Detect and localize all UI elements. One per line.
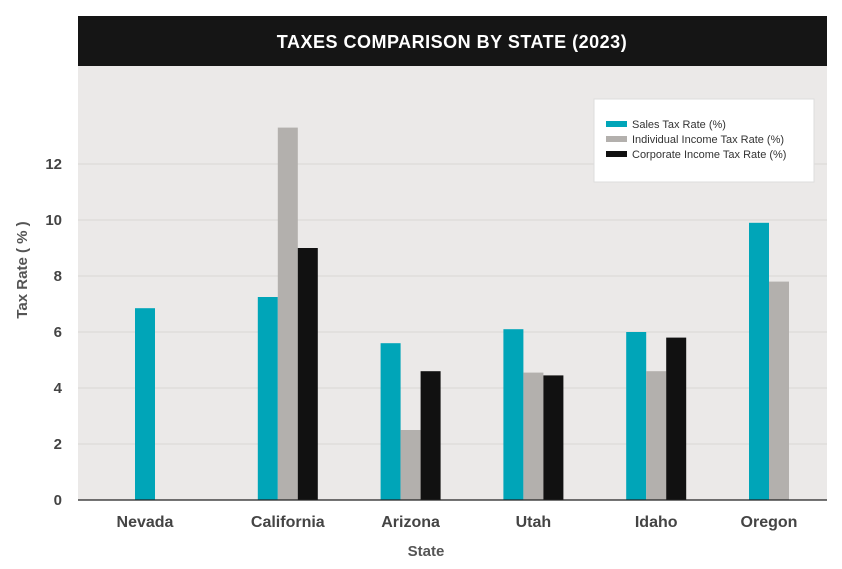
legend-swatch xyxy=(606,151,627,157)
bar-idaho-series-0 xyxy=(626,332,647,500)
y-tick-label: 4 xyxy=(54,380,63,397)
bar-california-series-2 xyxy=(297,248,318,500)
bar-idaho-series-1 xyxy=(646,371,667,500)
x-axis-title: State xyxy=(408,543,445,560)
y-tick-label: 10 xyxy=(45,212,62,229)
bar-california-series-0 xyxy=(257,297,278,500)
x-category-label: Idaho xyxy=(635,514,678,531)
bar-utah-series-0 xyxy=(503,329,524,500)
legend-label: Individual Income Tax Rate (%) xyxy=(632,134,784,146)
bar-arizona-series-2 xyxy=(420,371,441,500)
y-axis-title: Tax Rate ( % ) xyxy=(14,221,31,318)
title-bar xyxy=(78,16,827,66)
x-category-label: California xyxy=(251,514,325,531)
bar-california-series-1 xyxy=(277,127,298,500)
legend-label: Sales Tax Rate (%) xyxy=(632,119,726,131)
chart-title: TAXES COMPARISON BY STATE (2023) xyxy=(277,32,627,52)
x-category-label: Oregon xyxy=(741,514,798,531)
y-tick-label: 2 xyxy=(54,436,62,453)
legend-box xyxy=(593,98,815,183)
bar-idaho-series-2 xyxy=(666,337,687,500)
y-tick-label: 8 xyxy=(54,268,62,285)
bar-utah-series-1 xyxy=(523,372,544,500)
x-category-label: Nevada xyxy=(117,514,174,531)
legend-swatch xyxy=(606,136,627,142)
bar-nevada-series-0 xyxy=(135,308,155,500)
x-category-label: Utah xyxy=(516,514,552,531)
y-tick-label: 0 xyxy=(54,492,62,509)
y-tick-label: 12 xyxy=(45,156,62,173)
x-category-label: Arizona xyxy=(381,514,440,531)
legend-swatch xyxy=(606,121,627,127)
bar-oregon-series-0 xyxy=(749,222,769,501)
bar-oregon-series-1 xyxy=(769,281,789,500)
bar-utah-series-2 xyxy=(543,375,564,500)
y-axis-ticks: 0 2 4 6 8 10 12 xyxy=(45,156,62,509)
legend: Sales Tax Rate (%) Individual Income Tax … xyxy=(593,98,815,183)
bars xyxy=(135,127,789,501)
y-tick-label: 6 xyxy=(54,324,62,341)
x-axis-categories: Nevada California Arizona Utah Idaho Oregon xyxy=(117,514,798,531)
bar-arizona-series-0 xyxy=(380,343,401,500)
bar-arizona-series-1 xyxy=(400,430,421,500)
legend-label: Corporate Income Tax Rate (%) xyxy=(632,149,786,161)
